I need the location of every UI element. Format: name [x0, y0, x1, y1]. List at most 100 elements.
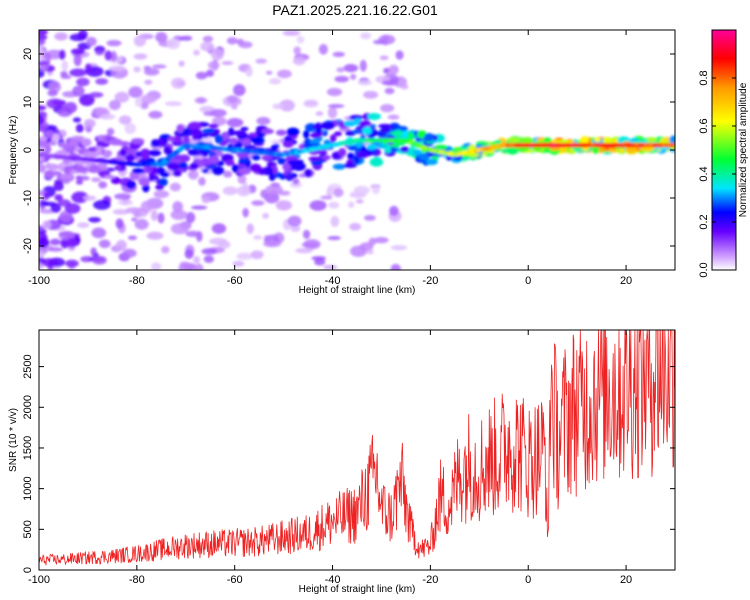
heatmap-cell [49, 238, 61, 246]
heatmap-cell [256, 116, 271, 125]
heatmap-cell [45, 162, 52, 169]
colorbar-label: Normalized spectral amplitude [738, 82, 749, 217]
heatmap-cell [373, 39, 386, 45]
heatmap-cell [390, 244, 408, 251]
heatmap-cell [232, 260, 245, 267]
heatmap-cell [148, 175, 156, 182]
heatmap-cell [108, 65, 126, 72]
x-tick-label: 0 [525, 275, 531, 287]
heatmap-cell [83, 118, 96, 129]
snr-series-line [39, 330, 675, 566]
heatmap-cell [231, 164, 239, 173]
heatmap-cell [128, 86, 143, 98]
heatmap-cell [66, 237, 77, 249]
heatmap-cell [580, 136, 590, 145]
heatmap-cell [157, 212, 165, 224]
x-tick-label: -100 [28, 574, 50, 586]
heatmap-cell [146, 231, 164, 240]
heatmap-cell [73, 54, 82, 67]
heatmap-cell [125, 207, 143, 214]
spectrogram-heatmap [39, 30, 675, 270]
heatmap-cell [646, 137, 657, 144]
heatmap-cell [39, 250, 45, 258]
heatmap-cell [263, 240, 281, 248]
heatmap-cell [390, 263, 401, 270]
heatmap-cell [75, 175, 83, 181]
heatmap-cell [198, 176, 206, 186]
y-tick-label: 1500 [22, 436, 34, 460]
heatmap-cell [326, 186, 333, 199]
heatmap-cell [250, 137, 262, 143]
heatmap-cell [189, 163, 199, 170]
heatmap-cell [265, 184, 283, 195]
heatmap-cell [83, 195, 97, 201]
heatmap-cell [350, 245, 367, 257]
heatmap-cell [327, 106, 338, 119]
heatmap-cell [269, 78, 282, 85]
heatmap-cell [348, 201, 355, 208]
heatmap-cell [238, 41, 253, 49]
heatmap-cell [65, 259, 79, 268]
heatmap-cell [310, 132, 322, 139]
y-tick-label: 10 [22, 96, 34, 108]
heatmap-cell [304, 169, 313, 178]
heatmap-cell [155, 31, 168, 43]
heatmap-cell [241, 138, 252, 146]
heatmap-cell [114, 165, 122, 171]
heatmap-cell [172, 170, 182, 177]
heatmap-cell [211, 166, 225, 176]
snr-y-axis: 0 500 1000 1500 2000 2500 [22, 354, 675, 573]
heatmap-cell [333, 188, 344, 198]
heatmap-cell [343, 63, 359, 73]
heatmap-cell [255, 58, 268, 64]
heatmap-cell [47, 89, 58, 97]
heatmap-cell [60, 71, 68, 77]
heatmap-cell [143, 68, 160, 76]
heatmap-cell [39, 114, 45, 126]
heatmap-cell [183, 135, 190, 145]
heatmap-cell [148, 110, 163, 119]
heatmap-cell [58, 49, 66, 60]
heatmap-cell [39, 40, 46, 45]
heatmap-cell [372, 185, 380, 195]
heatmap-cell [272, 103, 285, 110]
heatmap-cell [289, 181, 302, 188]
heatmap-cell [130, 138, 145, 145]
heatmap-cell [88, 164, 100, 174]
colorbar-tick-label: 0.2 [698, 214, 710, 229]
y-tick-label: 0 [22, 147, 34, 153]
heatmap-cell [602, 137, 613, 145]
heatmap-cell [193, 49, 200, 56]
heatmap-cell [126, 180, 137, 190]
x-tick-label: -60 [227, 275, 243, 287]
heatmap-cell [384, 146, 392, 153]
heatmap-cell [125, 154, 136, 162]
y-tick-label: 0 [22, 567, 34, 573]
heatmap-cell [94, 45, 106, 54]
heatmap-cell [400, 84, 409, 90]
x-tick-label: -20 [422, 275, 438, 287]
heatmap-cell [225, 159, 235, 166]
heatmap-cell [189, 129, 203, 137]
heatmap-cell [237, 167, 251, 175]
heatmap-cell [359, 59, 367, 72]
heatmap-cell [343, 120, 356, 127]
heatmap-cell [303, 130, 310, 139]
heatmap-cell [366, 149, 373, 157]
heatmap-cell [80, 255, 94, 263]
colorbar: 0.0 0.2 0.4 0.6 0.8 Normalized spectral ampl… [698, 29, 749, 278]
heatmap-cell [93, 199, 111, 210]
heatmap-cell [245, 66, 253, 77]
heatmap-cell [115, 239, 127, 252]
heatmap-cell [290, 225, 301, 233]
heatmap-cell [214, 134, 224, 144]
heatmap-cell [401, 130, 409, 139]
heatmap-cell [59, 210, 73, 223]
heatmap-cell [170, 223, 189, 235]
heatmap-cell [195, 71, 208, 80]
heatmap-cell [328, 201, 340, 209]
heatmap-cell [379, 55, 389, 61]
x-tick-label: -80 [129, 574, 145, 586]
heatmap-cell [232, 130, 247, 136]
heatmap-cell [180, 35, 193, 41]
